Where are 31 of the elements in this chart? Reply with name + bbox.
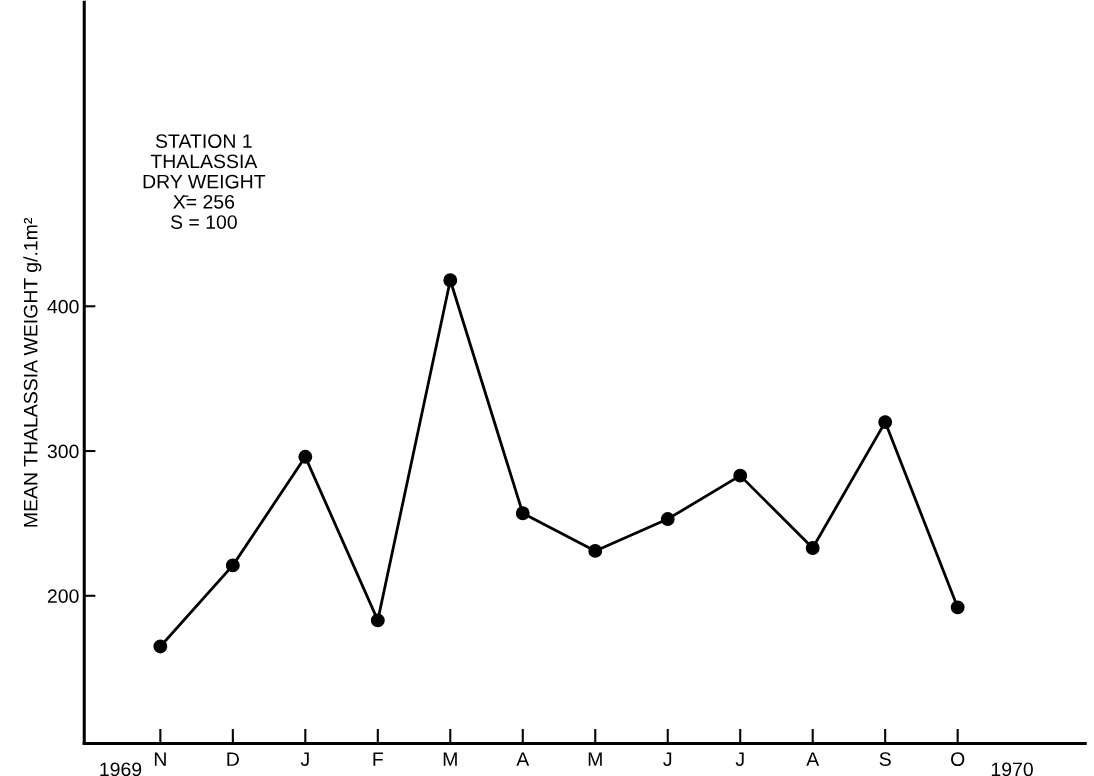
x-tick-label: J xyxy=(663,752,672,767)
x-tick-label: A xyxy=(516,752,530,766)
text: 1970 xyxy=(991,762,1033,776)
point xyxy=(225,558,240,573)
y-tick-label: 400 xyxy=(47,299,79,314)
x-tick-label: N xyxy=(154,752,166,766)
y-axis-title: MEAN THALASSIA WEIGHT g/.1m² xyxy=(23,217,42,527)
x-tick-label: S xyxy=(879,752,891,767)
point xyxy=(153,639,168,654)
point xyxy=(298,449,313,464)
point xyxy=(370,613,385,628)
point xyxy=(733,468,748,483)
text: 1969 xyxy=(100,762,142,776)
x-tick-label: O xyxy=(951,752,965,767)
point xyxy=(805,541,820,555)
annotation: STATION 1 THALASSIA DRY WEIGHT X̄= 256 S = 100 xyxy=(143,134,266,229)
x-tick-label: M xyxy=(588,752,602,766)
point xyxy=(588,543,603,558)
x-tick-label: D xyxy=(227,752,239,766)
y-tick-label: 300 xyxy=(47,444,79,459)
x-tick-label: M xyxy=(443,752,457,766)
x-tick-label: A xyxy=(806,752,820,766)
x-tick-label: F xyxy=(373,752,383,766)
point xyxy=(878,415,893,430)
point xyxy=(660,512,675,527)
point xyxy=(950,600,965,615)
y-tick-label: 200 xyxy=(47,589,79,604)
x-tick-label: J xyxy=(735,752,744,767)
point xyxy=(515,506,530,521)
x-tick-label: J xyxy=(300,752,309,767)
point xyxy=(443,273,458,288)
